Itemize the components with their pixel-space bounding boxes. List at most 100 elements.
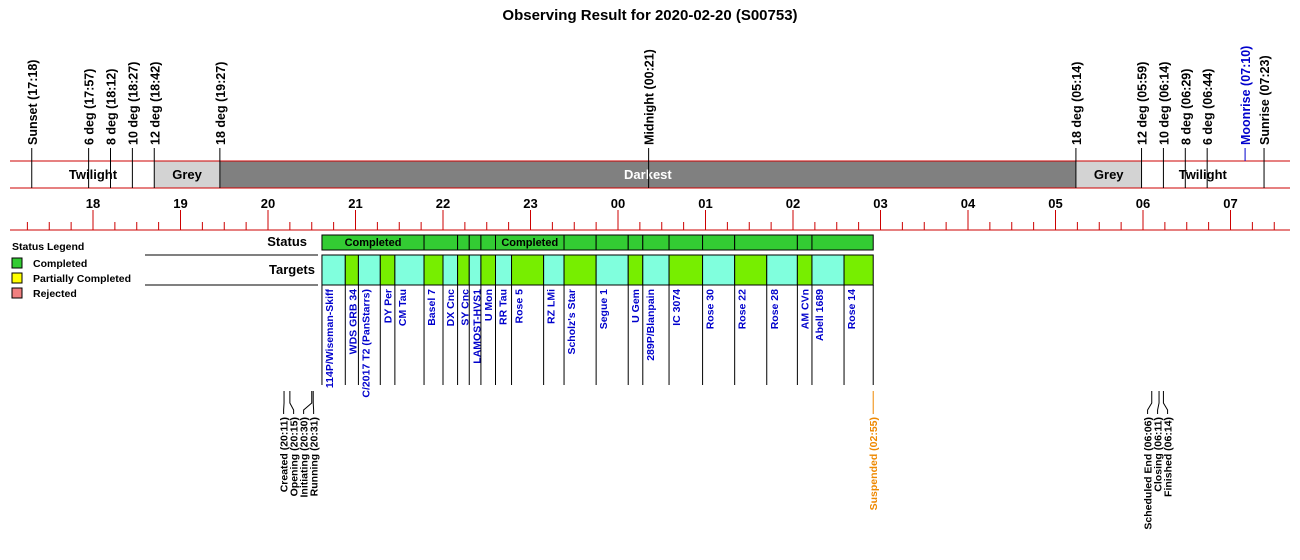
target-block <box>394 254 425 286</box>
target-block <box>627 254 644 286</box>
sky-event-label: 10 deg (18:27) <box>126 62 140 145</box>
sky-event-label: 12 deg (05:59) <box>1136 62 1150 145</box>
target-name: 289P/Blanpain <box>645 289 657 361</box>
event-label: Created (20:11) <box>279 417 291 492</box>
status-block <box>480 234 496 251</box>
hour-label: 00 <box>611 196 625 211</box>
target-name: Rose 22 <box>737 289 749 329</box>
target-block <box>563 254 597 286</box>
hour-label: 06 <box>1136 196 1150 211</box>
target-name: C/2017 T2 (PanStarrs) <box>360 289 372 398</box>
status-block <box>702 234 736 251</box>
hour-label: 18 <box>86 196 100 211</box>
status-block-label: Completed <box>345 237 402 249</box>
target-name: 114P/Wiseman-Skiff <box>324 289 336 389</box>
sky-event-label: 18 deg (05:14) <box>1070 62 1084 145</box>
status-block-label: Completed <box>501 237 558 249</box>
sky-band-darkest <box>219 161 1076 188</box>
target-name: AM CVn <box>799 289 811 329</box>
target-name: Abell 1689 <box>814 289 826 341</box>
sky-band-grey <box>154 161 220 188</box>
hour-label: 05 <box>1048 196 1062 211</box>
status-block <box>734 234 798 251</box>
status-block <box>423 234 459 251</box>
sky-event-label: Sunset (17:18) <box>26 60 40 145</box>
event-leader <box>289 391 295 414</box>
legend-title: Status Legend <box>12 241 84 253</box>
target-name: U Gem <box>630 289 642 323</box>
target-name: WDS GRB 34 <box>347 289 359 355</box>
target-block <box>495 254 513 286</box>
target-name: Basel 7 <box>426 289 438 326</box>
legend-swatch <box>11 287 23 299</box>
event-label: Opening (20:15) <box>289 417 301 496</box>
target-name: IC 3074 <box>671 289 683 326</box>
status-block <box>642 234 670 251</box>
target-name: Scholz's Star <box>566 289 578 355</box>
event-label: Scheduled End (06:06) <box>1143 417 1155 530</box>
moonrise-label: Moonrise (07:10) <box>1239 46 1253 145</box>
sky-event-label: 18 deg (19:27) <box>214 62 228 145</box>
target-block <box>796 254 813 286</box>
legend-label: Rejected <box>33 288 77 300</box>
target-block <box>321 254 346 286</box>
sky-band-label: Grey <box>172 167 202 182</box>
event-leader <box>1162 391 1169 414</box>
legend-label: Partially Completed <box>33 273 131 285</box>
target-block <box>357 254 381 286</box>
event-label: Running (20:31) <box>309 417 321 496</box>
target-name: Rose 5 <box>514 289 526 324</box>
target-block <box>595 254 629 286</box>
target-name: RZ LMi <box>546 289 558 324</box>
status-block <box>468 234 482 251</box>
target-block <box>468 254 482 286</box>
status-block <box>627 234 644 251</box>
chart-title: Observing Result for 2020-02-20 (S00753) <box>502 7 797 24</box>
sky-event-label: 12 deg (18:42) <box>148 62 162 145</box>
target-name: DX Cnc <box>445 289 457 327</box>
status-block <box>811 234 874 251</box>
target-block <box>480 254 496 286</box>
event-label: Finished (06:14) <box>1163 417 1175 497</box>
status-row-label: Status <box>267 234 307 249</box>
hour-label: 19 <box>173 196 187 211</box>
target-name: LAMOST-HVS1 <box>471 289 483 364</box>
legend-label: Completed <box>33 258 87 270</box>
sky-band-label: Grey <box>1094 167 1124 182</box>
targets-row-label: Targets <box>269 262 315 277</box>
sky-band-twilight <box>31 161 155 188</box>
target-block <box>843 254 874 286</box>
event-label: Initiating (20:30) <box>299 417 311 498</box>
target-name: Segue 1 <box>598 289 610 329</box>
status-block <box>595 234 629 251</box>
hour-label: 02 <box>786 196 800 211</box>
target-name: Rose 14 <box>846 289 858 329</box>
target-block <box>734 254 768 286</box>
sky-band-grey <box>1075 161 1142 188</box>
target-block <box>344 254 359 286</box>
event-label: Closing (06:11) <box>1153 417 1165 492</box>
target-block <box>511 254 545 286</box>
target-block <box>457 254 470 286</box>
suspended-event-label: Suspended (02:55) <box>868 417 880 510</box>
target-name: U Mon <box>483 289 495 321</box>
sky-event-label: Sunrise (07:23) <box>1258 55 1272 145</box>
sky-event-label: 8 deg (06:29) <box>1179 69 1193 145</box>
event-leader <box>1157 391 1160 414</box>
target-block <box>702 254 736 286</box>
legend-swatch <box>11 272 23 284</box>
target-block <box>442 254 459 286</box>
hour-label: 20 <box>261 196 275 211</box>
target-block <box>423 254 444 286</box>
hour-label: 07 <box>1223 196 1237 211</box>
status-block <box>668 234 704 251</box>
hour-label: 23 <box>523 196 537 211</box>
target-block <box>379 254 396 286</box>
target-block <box>668 254 704 286</box>
target-block <box>811 254 845 286</box>
sky-event-label: Midnight (00:21) <box>643 49 657 145</box>
hour-label: 21 <box>348 196 362 211</box>
sky-band-label: Twilight <box>69 167 118 182</box>
